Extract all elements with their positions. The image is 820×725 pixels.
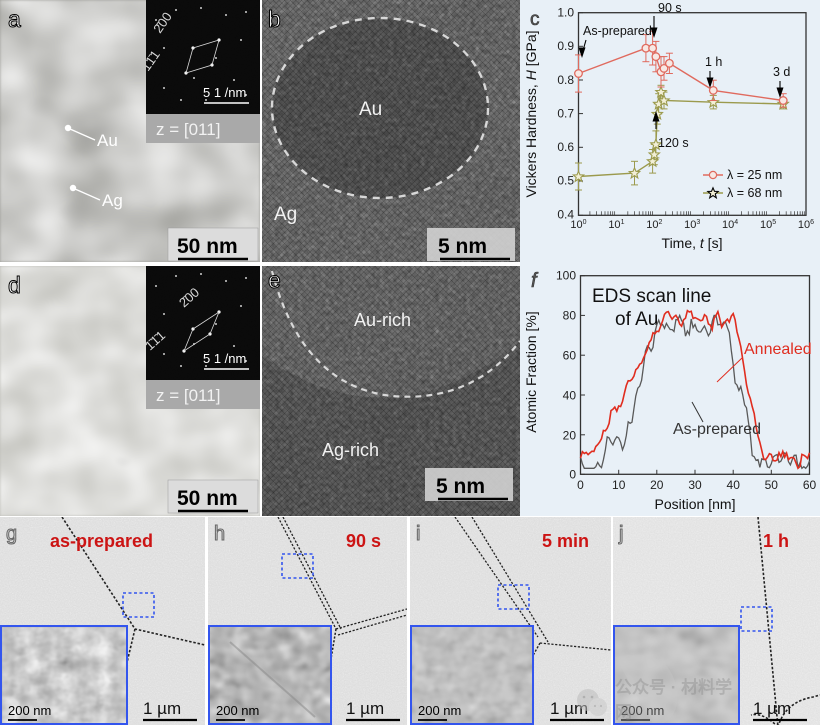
svg-text:3 d: 3 d — [773, 65, 790, 79]
svg-text:as-prepared: as-prepared — [50, 531, 153, 551]
svg-text:40: 40 — [563, 388, 577, 402]
svg-text:90 s: 90 s — [346, 531, 381, 551]
svg-text:20: 20 — [563, 428, 577, 442]
svg-text:Au-rich: Au-rich — [354, 310, 411, 330]
svg-text:120 s: 120 s — [658, 136, 689, 150]
svg-text:As-prepared: As-prepared — [583, 24, 652, 38]
svg-text:0.8: 0.8 — [557, 73, 574, 87]
svg-text:z = [011]: z = [011] — [156, 120, 220, 139]
svg-text:1.0: 1.0 — [557, 6, 574, 20]
svg-text:Vickers Hardness, H [GPa]: Vickers Hardness, H [GPa] — [523, 30, 539, 197]
svg-text:f: f — [531, 270, 539, 292]
svg-text:of Au: of Au — [615, 309, 658, 330]
svg-text:c: c — [530, 9, 540, 30]
svg-text:100: 100 — [556, 269, 576, 283]
svg-text:200 nm: 200 nm — [418, 703, 461, 718]
svg-text:50 nm: 50 nm — [177, 235, 238, 258]
svg-text:60: 60 — [563, 348, 577, 362]
svg-text:1 µm: 1 µm — [143, 699, 181, 718]
svg-text:80: 80 — [563, 308, 577, 322]
svg-text:10: 10 — [612, 478, 626, 492]
svg-text:1 h: 1 h — [705, 55, 722, 69]
svg-text:0.9: 0.9 — [557, 39, 574, 53]
svg-text:Au: Au — [359, 99, 382, 120]
svg-text:1 µm: 1 µm — [753, 699, 791, 718]
svg-text:1 h: 1 h — [763, 531, 789, 551]
svg-text:b: b — [268, 6, 281, 32]
svg-text:0: 0 — [577, 478, 584, 492]
svg-text:EDS scan line: EDS scan line — [592, 286, 711, 307]
svg-text:5 nm: 5 nm — [438, 235, 487, 258]
svg-text:1 µm: 1 µm — [346, 699, 384, 718]
svg-text:5 1 /nm: 5 1 /nm — [203, 351, 246, 366]
svg-text:90 s: 90 s — [658, 1, 682, 15]
svg-text:Ag: Ag — [102, 191, 123, 210]
svg-text:50: 50 — [765, 478, 779, 492]
svg-text:e: e — [268, 267, 281, 293]
svg-text:Annealed: Annealed — [744, 341, 812, 358]
svg-text:λ = 68 nm: λ = 68 nm — [727, 186, 782, 200]
svg-text:102: 102 — [646, 219, 662, 231]
svg-text:50 nm: 50 nm — [177, 487, 238, 510]
svg-text:100: 100 — [570, 219, 586, 231]
svg-text:h: h — [214, 523, 225, 545]
svg-text:106: 106 — [798, 219, 814, 231]
svg-text:0.5: 0.5 — [557, 174, 574, 188]
svg-text:40: 40 — [727, 478, 741, 492]
svg-text:200 nm: 200 nm — [216, 703, 259, 718]
svg-text:5 1 /nm: 5 1 /nm — [203, 85, 246, 100]
svg-text:Ag: Ag — [274, 204, 297, 225]
svg-text:Time, t [s]: Time, t [s] — [662, 235, 723, 251]
svg-text:101: 101 — [608, 219, 624, 231]
svg-text:i: i — [416, 523, 420, 545]
svg-text:30: 30 — [688, 478, 702, 492]
svg-text:0.6: 0.6 — [557, 140, 574, 154]
svg-text:z = [011]: z = [011] — [156, 386, 220, 405]
svg-text:20: 20 — [650, 478, 664, 492]
svg-text:103: 103 — [684, 219, 700, 231]
svg-text:a: a — [8, 6, 21, 32]
svg-text:Ag-rich: Ag-rich — [322, 440, 379, 460]
svg-text:j: j — [618, 523, 623, 545]
svg-text:105: 105 — [760, 219, 776, 231]
svg-text:Position [nm]: Position [nm] — [655, 496, 736, 512]
svg-text:Atomic Fraction [%]: Atomic Fraction [%] — [523, 311, 539, 432]
svg-text:d: d — [8, 272, 21, 298]
svg-text:As-prepared: As-prepared — [673, 421, 761, 438]
svg-text:5 nm: 5 nm — [436, 475, 485, 498]
svg-text:104: 104 — [722, 219, 738, 231]
svg-text:5 min: 5 min — [542, 531, 589, 551]
svg-text:λ = 25 nm: λ = 25 nm — [727, 168, 782, 182]
svg-text:g: g — [6, 523, 17, 545]
svg-text:0.7: 0.7 — [557, 106, 574, 120]
svg-text:200 nm: 200 nm — [8, 703, 51, 718]
svg-text:Au: Au — [97, 131, 118, 150]
svg-text:0: 0 — [569, 467, 576, 481]
svg-text:60: 60 — [803, 478, 817, 492]
